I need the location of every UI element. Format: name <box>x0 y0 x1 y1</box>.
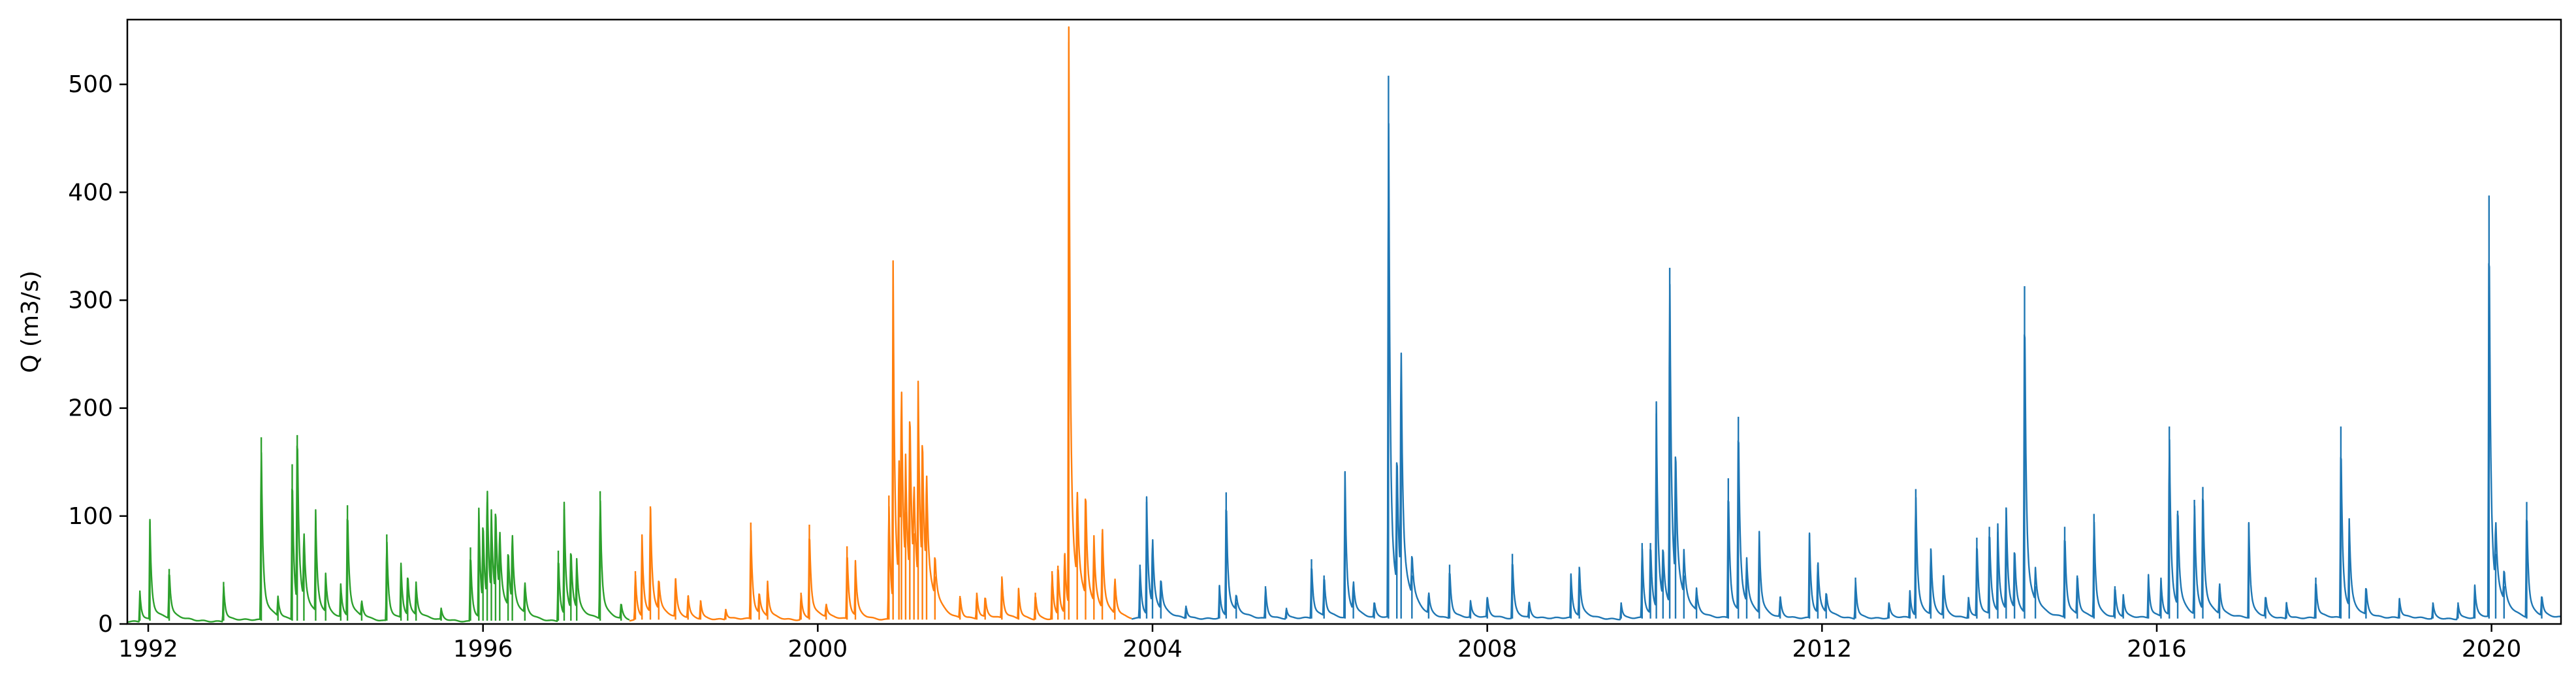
x-axis: 1992 1996 2000 2004 2008 2012 2016 2020 <box>118 624 2521 663</box>
x-tick-label-1992: 1992 <box>118 636 178 663</box>
y-tick-label-100: 100 <box>68 503 113 530</box>
x-tick-label-2020: 2020 <box>2462 636 2522 663</box>
series-layer <box>127 26 2561 623</box>
x-tick-label-2000: 2000 <box>788 636 848 663</box>
y-tick-label-200: 200 <box>68 395 113 422</box>
y-axis-title: Q (m3/s) <box>17 270 44 373</box>
y-tick-label-500: 500 <box>68 71 113 98</box>
x-tick-label-2012: 2012 <box>1792 636 1852 663</box>
y-tick-label-0: 0 <box>98 611 113 638</box>
series-line-3 <box>1131 123 2561 621</box>
x-tick-label-1996: 1996 <box>453 636 513 663</box>
y-tick-label-400: 400 <box>68 179 113 206</box>
x-tick-label-2004: 2004 <box>1122 636 1183 663</box>
y-tick-label-300: 300 <box>68 287 113 314</box>
x-tick-label-2016: 2016 <box>2127 636 2187 663</box>
plot-frame <box>126 18 2562 625</box>
series-line-2 <box>629 26 1132 622</box>
x-tick-label-2008: 2008 <box>1457 636 1518 663</box>
y-axis: 0 100 200 300 400 500 <box>68 71 127 638</box>
series-line-1 <box>127 445 630 623</box>
